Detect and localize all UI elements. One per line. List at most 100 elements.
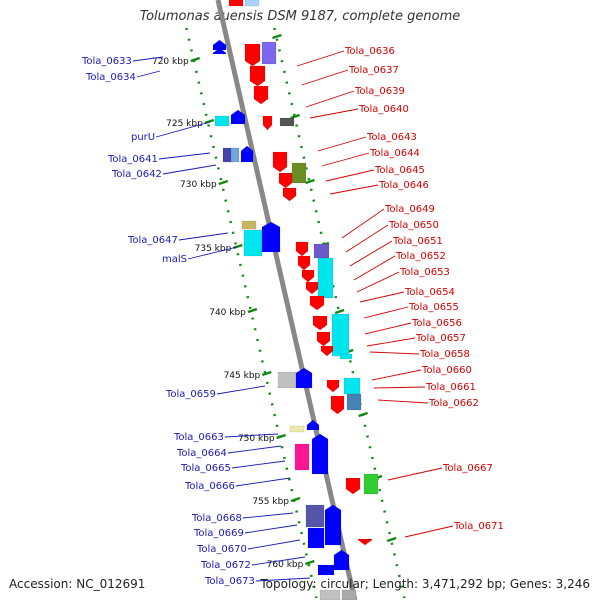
- right-gene-label-text: Tola_0656: [411, 318, 462, 329]
- left-leader-line: [224, 433, 279, 438]
- right-gene-label-text: Tola_0661: [425, 382, 476, 393]
- left-leader-line: [132, 56, 164, 62]
- gene-arrow-forward: [230, 109, 246, 125]
- scale-tick-mark: [204, 118, 215, 125]
- gene-box-gray: [279, 117, 295, 127]
- right-gene-label-text: Tola_0651: [392, 236, 443, 247]
- gene-arrow-forward: [240, 145, 254, 163]
- right-gene-label: Tola_0646: [378, 180, 429, 191]
- gene-box-olive: [291, 162, 307, 184]
- left-gene-label-text: Tola_0642: [111, 169, 162, 180]
- right-leader-line: [363, 306, 409, 319]
- left-gene-label-text: Tola_0673: [204, 576, 255, 587]
- right-leader-line: [325, 169, 375, 182]
- left-leader-line: [255, 577, 311, 582]
- gene-box-tan: [241, 220, 257, 230]
- gene-arrow-reverse: [301, 269, 315, 283]
- gene-box: [317, 564, 335, 576]
- right-gene-label: Tola_0661: [425, 382, 476, 393]
- left-gene-label: Tola_0665: [180, 463, 231, 474]
- left-gene-label-text: Tola_0659: [165, 389, 216, 400]
- scale-tick-mark: [261, 370, 272, 377]
- gene-box-green: [363, 473, 379, 495]
- left-gene-label: Tola_0668: [191, 513, 242, 524]
- left-leader-line: [227, 445, 282, 454]
- gene-arrow-forward: [324, 504, 342, 546]
- scale-tick-label: 740 kbp: [209, 308, 246, 318]
- left-leader-line: [242, 512, 294, 519]
- guide-tick-mark: [290, 113, 301, 120]
- left-gene-label-text: Tola_0641: [107, 154, 158, 165]
- gene-arrow-forward: [311, 433, 329, 475]
- gene-box-cyan: [214, 115, 230, 127]
- gene-box-cyan: [317, 257, 334, 299]
- gene-box-purple: [313, 243, 330, 259]
- right-gene-label-text: Tola_0640: [358, 104, 409, 115]
- left-leader-line: [136, 70, 161, 78]
- right-leader-line: [349, 240, 393, 267]
- right-leader-line: [359, 291, 405, 303]
- gene-box-cyan: [243, 229, 263, 257]
- right-gene-label-text: Tola_0649: [384, 204, 435, 215]
- right-leader-line: [356, 271, 400, 293]
- right-gene-label-text: Tola_0657: [415, 333, 466, 344]
- right-gene-label: Tola_0667: [442, 463, 493, 474]
- left-gene-label: Tola_0666: [184, 481, 235, 492]
- left-gene-label: Tola_0659: [165, 389, 216, 400]
- gene-arrow-reverse: [272, 151, 288, 173]
- gene-arrow-forward: [333, 549, 350, 571]
- right-gene-label: Tola_0653: [399, 267, 450, 278]
- gene-box-cyan: [343, 377, 361, 395]
- guide-tick-mark: [272, 33, 282, 40]
- right-gene-label: Tola_0671: [453, 521, 504, 532]
- left-gene-label: Tola_0664: [176, 448, 227, 459]
- right-leader-line: [345, 224, 389, 253]
- right-leader-line: [404, 525, 454, 538]
- right-leader-line: [301, 69, 349, 86]
- gene-arrow-reverse: [316, 331, 331, 347]
- right-gene-label-text: Tola_0658: [419, 349, 470, 360]
- right-leader-line: [373, 386, 426, 389]
- gene-arrow-reverse: [278, 172, 293, 189]
- left-gene-label-text: Tola_0665: [180, 463, 231, 474]
- guide-tick-mark: [386, 536, 397, 543]
- gene-arrow-reverse: [249, 65, 266, 87]
- left-leader-line: [247, 539, 301, 550]
- scale-tick-mark: [304, 559, 315, 566]
- right-leader-line: [377, 399, 429, 404]
- scale-tick-label: 750 kbp: [238, 434, 275, 444]
- right-leader-line: [296, 50, 345, 67]
- gene-arrow-forward: [261, 221, 281, 253]
- left-gene-label: Tola_0672: [200, 560, 251, 571]
- right-gene-label-text: Tola_0652: [395, 251, 446, 262]
- right-gene-label: Tola_0650: [388, 220, 439, 231]
- left-gene-label: Tola_0633: [81, 56, 132, 67]
- scale-ticks: 720 kbp 725 kbp 730 kbp 735 kbp 740 kbp 745 k…: [152, 33, 397, 570]
- gene-arrow-reverse: [297, 255, 311, 271]
- gene-arrow-reverse: [244, 43, 261, 67]
- right-leader-line: [329, 184, 379, 195]
- right-gene-label-text: Tola_0667: [442, 463, 493, 474]
- guide-tick-mark: [358, 411, 369, 418]
- left-gene-label: Tola_0647: [127, 235, 178, 246]
- left-gene-label: Tola_0670: [196, 544, 247, 555]
- gene-box-steel: [346, 393, 362, 411]
- right-gene-label: Tola_0651: [392, 236, 443, 247]
- left-leader-line: [158, 152, 211, 160]
- right-leader-line: [305, 90, 355, 108]
- right-gene-label: Tola_0649: [384, 204, 435, 215]
- gene-arrow-reverse: [357, 538, 373, 546]
- right-gene-label: Tola_0662: [428, 398, 479, 409]
- left-leader-line: [187, 246, 238, 260]
- left-gene-label: Tola_0641: [107, 154, 158, 165]
- left-leader-line: [244, 524, 298, 534]
- left-gene-label: purU: [131, 132, 155, 143]
- gene-box-silver: [319, 589, 341, 600]
- gene-box: [341, 589, 357, 600]
- left-gene-label-text: Tola_0633: [81, 56, 132, 67]
- right-leader-line: [341, 208, 385, 239]
- right-gene-label-text: Tola_0639: [354, 86, 405, 97]
- left-gene-label-text: malS: [162, 254, 187, 265]
- right-leader-line: [366, 337, 416, 347]
